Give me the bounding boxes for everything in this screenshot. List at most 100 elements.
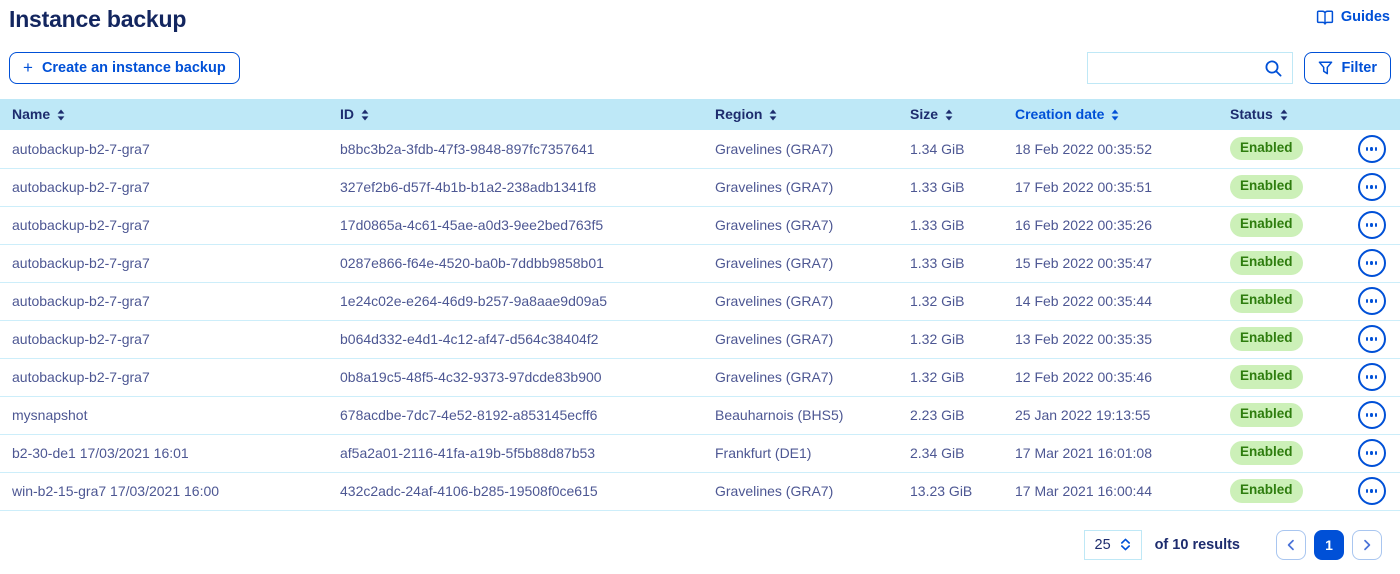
backup-status-cell: Enabled bbox=[1218, 168, 1343, 207]
page-size-select[interactable]: 25 bbox=[1083, 529, 1142, 560]
backup-id-cell: 0b8a19c5-48f5-4c32-9373-97dcde83b900 bbox=[328, 358, 703, 397]
table-row: autobackup-b2-7-gra7 0287e866-f64e-4520-… bbox=[0, 244, 1400, 283]
backup-status-cell: Enabled bbox=[1218, 396, 1343, 435]
instance-backup-page: Instance backup Guides + Create an insta… bbox=[0, 6, 1400, 560]
column-header-status[interactable]: Status bbox=[1218, 99, 1343, 130]
backup-status-cell: Enabled bbox=[1218, 130, 1343, 169]
backup-region-cell: Gravelines (GRA7) bbox=[703, 282, 898, 321]
backup-id-cell: 17d0865a-4c61-45ae-a0d3-9ee2bed763f5 bbox=[328, 206, 703, 245]
row-actions-button[interactable] bbox=[1357, 325, 1386, 353]
backup-name-cell: autobackup-b2-7-gra7 bbox=[0, 320, 328, 359]
column-header-id[interactable]: ID bbox=[328, 99, 703, 130]
page-1-button[interactable]: 1 bbox=[1314, 529, 1344, 560]
status-badge: Enabled bbox=[1230, 251, 1303, 275]
pagination: 25 of 10 results 1 bbox=[0, 529, 1382, 560]
row-actions-button[interactable] bbox=[1357, 249, 1386, 277]
row-actions-button[interactable] bbox=[1357, 477, 1386, 505]
table-row: mysnapshot 678acdbe-7dc7-4e52-8192-a8531… bbox=[0, 396, 1400, 435]
column-header-label: Size bbox=[910, 105, 939, 122]
backup-actions-cell bbox=[1343, 434, 1400, 473]
backup-actions-cell bbox=[1343, 472, 1400, 511]
backup-size-cell: 2.23 GiB bbox=[898, 396, 1003, 435]
row-actions-button[interactable] bbox=[1357, 363, 1386, 391]
row-actions-button[interactable] bbox=[1357, 173, 1386, 201]
sort-arrows-icon bbox=[57, 108, 65, 124]
column-header-date[interactable]: Creation date bbox=[1003, 99, 1218, 130]
backup-region-cell: Gravelines (GRA7) bbox=[703, 320, 898, 359]
previous-page-button[interactable] bbox=[1276, 529, 1306, 560]
row-actions-button[interactable] bbox=[1357, 211, 1386, 239]
search-input[interactable] bbox=[1087, 60, 1264, 76]
search-button[interactable] bbox=[1264, 59, 1292, 78]
status-badge: Enabled bbox=[1230, 365, 1303, 389]
backup-creation-date-cell: 14 Feb 2022 00:35:44 bbox=[1003, 282, 1218, 321]
backup-name-cell: autobackup-b2-7-gra7 bbox=[0, 168, 328, 207]
backup-status-cell: Enabled bbox=[1218, 320, 1343, 359]
guides-link[interactable]: Guides bbox=[1316, 9, 1390, 25]
sort-arrows-icon bbox=[361, 108, 369, 124]
backup-name-cell: mysnapshot bbox=[0, 396, 328, 435]
stepper-icon bbox=[1120, 538, 1131, 551]
create-instance-backup-button[interactable]: + Create an instance backup bbox=[9, 52, 240, 84]
sort-arrows-icon bbox=[1280, 108, 1288, 124]
row-actions-button[interactable] bbox=[1357, 439, 1386, 467]
row-actions-button[interactable] bbox=[1357, 401, 1386, 429]
book-icon bbox=[1316, 9, 1334, 25]
backup-size-cell: 1.33 GiB bbox=[898, 206, 1003, 245]
toolbar-right: Filter bbox=[1086, 52, 1391, 84]
column-header-name[interactable]: Name bbox=[0, 99, 328, 130]
table-row: autobackup-b2-7-gra7 b064d332-e4d1-4c12-… bbox=[0, 320, 1400, 359]
page-size-value: 25 bbox=[1094, 536, 1111, 553]
backup-name-cell: autobackup-b2-7-gra7 bbox=[0, 206, 328, 245]
filter-button[interactable]: Filter bbox=[1303, 52, 1391, 84]
backup-region-cell: Frankfurt (DE1) bbox=[703, 434, 898, 473]
backup-id-cell: af5a2a01-2116-41fa-a19b-5f5b88d87b53 bbox=[328, 434, 703, 473]
table-row: autobackup-b2-7-gra7 327ef2b6-d57f-4b1b-… bbox=[0, 168, 1400, 207]
filter-button-label: Filter bbox=[1341, 60, 1377, 76]
backup-id-cell: 1e24c02e-e264-46d9-b257-9a8aae9d09a5 bbox=[328, 282, 703, 321]
backup-size-cell: 13.23 GiB bbox=[898, 472, 1003, 511]
search-box bbox=[1086, 52, 1293, 84]
backup-creation-date-cell: 17 Feb 2022 00:35:51 bbox=[1003, 168, 1218, 207]
column-header-label: Region bbox=[715, 105, 763, 122]
column-header-size[interactable]: Size bbox=[898, 99, 1003, 130]
backup-region-cell: Gravelines (GRA7) bbox=[703, 130, 898, 169]
backup-region-cell: Gravelines (GRA7) bbox=[703, 206, 898, 245]
backup-id-cell: 327ef2b6-d57f-4b1b-b1a2-238adb1341f8 bbox=[328, 168, 703, 207]
table-row: autobackup-b2-7-gra7 17d0865a-4c61-45ae-… bbox=[0, 206, 1400, 245]
chevron-right-icon bbox=[1362, 539, 1372, 551]
status-badge: Enabled bbox=[1230, 479, 1303, 503]
backup-creation-date-cell: 25 Jan 2022 19:13:55 bbox=[1003, 396, 1218, 435]
sort-arrows-icon bbox=[769, 108, 777, 124]
backup-region-cell: Gravelines (GRA7) bbox=[703, 472, 898, 511]
backup-actions-cell bbox=[1343, 168, 1400, 207]
column-header-region[interactable]: Region bbox=[703, 99, 898, 130]
status-badge: Enabled bbox=[1230, 403, 1303, 427]
column-header-label: Creation date bbox=[1015, 105, 1105, 122]
backup-actions-cell bbox=[1343, 130, 1400, 169]
backup-name-cell: win-b2-15-gra7 17/03/2021 16:00 bbox=[0, 472, 328, 511]
ellipsis-icon bbox=[1365, 413, 1368, 417]
ellipsis-icon bbox=[1365, 147, 1368, 151]
toolbar: + Create an instance backup bbox=[0, 52, 1400, 84]
backup-status-cell: Enabled bbox=[1218, 206, 1343, 245]
backup-actions-cell bbox=[1343, 282, 1400, 321]
row-actions-button[interactable] bbox=[1357, 134, 1386, 163]
backup-region-cell: Gravelines (GRA7) bbox=[703, 168, 898, 207]
backup-name-cell: autobackup-b2-7-gra7 bbox=[0, 130, 328, 169]
status-badge: Enabled bbox=[1230, 137, 1303, 161]
backup-status-cell: Enabled bbox=[1218, 434, 1343, 473]
backup-creation-date-cell: 15 Feb 2022 00:35:47 bbox=[1003, 244, 1218, 283]
row-actions-button[interactable] bbox=[1357, 287, 1386, 315]
backup-size-cell: 2.34 GiB bbox=[898, 434, 1003, 473]
backup-id-cell: b064d332-e4d1-4c12-af47-d564c38404f2 bbox=[328, 320, 703, 359]
backup-region-cell: Gravelines (GRA7) bbox=[703, 244, 898, 283]
backup-creation-date-cell: 13 Feb 2022 00:35:35 bbox=[1003, 320, 1218, 359]
backup-size-cell: 1.33 GiB bbox=[898, 244, 1003, 283]
table-row: win-b2-15-gra7 17/03/2021 16:00 432c2adc… bbox=[0, 472, 1400, 511]
backup-name-cell: b2-30-de1 17/03/2021 16:01 bbox=[0, 434, 328, 473]
backup-name-cell: autobackup-b2-7-gra7 bbox=[0, 244, 328, 283]
next-page-button[interactable] bbox=[1352, 529, 1382, 560]
backup-name-cell: autobackup-b2-7-gra7 bbox=[0, 282, 328, 321]
page-title: Instance backup bbox=[9, 6, 187, 32]
